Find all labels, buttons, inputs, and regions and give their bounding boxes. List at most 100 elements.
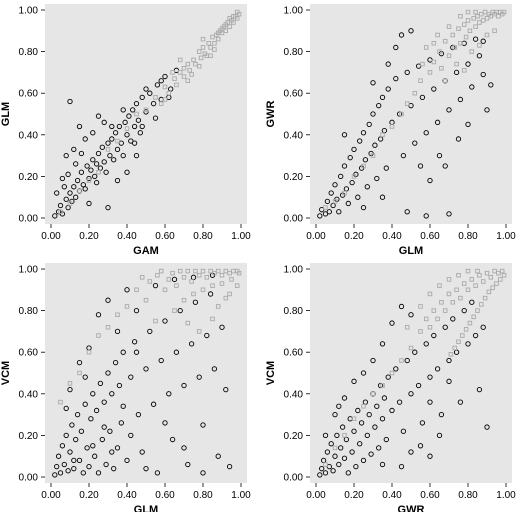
point-square <box>431 41 437 46</box>
series-gray-squares <box>323 9 507 210</box>
point-circle <box>219 324 225 330</box>
point-circle <box>334 432 340 439</box>
y-tick-label: 0.80 <box>284 306 304 317</box>
point-circle <box>76 457 83 464</box>
point-circle <box>385 374 391 380</box>
point-square <box>181 74 187 79</box>
x-tick-label: 0.20 <box>79 231 99 242</box>
point-square <box>465 287 471 293</box>
point-circle <box>107 152 113 159</box>
point-circle <box>408 28 414 34</box>
point-square <box>475 308 480 313</box>
point-square <box>105 147 111 152</box>
point-square <box>484 32 490 38</box>
point-square <box>170 70 175 75</box>
point-circle <box>328 441 334 447</box>
point-square <box>431 59 437 65</box>
point-square <box>155 272 160 278</box>
point-circle <box>398 303 405 310</box>
point-square <box>223 22 229 27</box>
point-circle <box>158 357 164 364</box>
point-square <box>501 272 507 278</box>
point-circle <box>427 177 433 184</box>
point-circle <box>63 432 69 439</box>
point-circle <box>120 403 126 409</box>
point-square <box>96 333 101 338</box>
y-axis-label: VCM <box>265 361 277 385</box>
point-square <box>492 28 497 34</box>
point-circle <box>427 453 433 459</box>
point-circle <box>379 341 386 347</box>
point-circle <box>417 443 424 449</box>
point-circle <box>116 382 123 389</box>
point-circle <box>438 411 445 418</box>
point-square <box>456 272 461 278</box>
point-square <box>351 174 357 179</box>
point-square <box>139 275 145 280</box>
point-square <box>484 270 490 276</box>
point-circle <box>177 307 183 314</box>
point-square <box>454 61 459 67</box>
point-circle <box>109 136 115 142</box>
point-circle <box>122 119 128 125</box>
point-circle <box>336 403 342 409</box>
point-square <box>427 324 433 330</box>
point-square <box>67 201 73 206</box>
point-square <box>423 316 429 322</box>
point-square <box>77 370 82 376</box>
point-square <box>465 9 471 15</box>
point-circle <box>431 86 437 92</box>
x-tick-label: 0.00 <box>41 231 61 242</box>
point-square <box>181 65 187 71</box>
series-gray-squares <box>58 268 242 405</box>
point-circle <box>427 374 433 380</box>
y-tick-label: 0.40 <box>19 389 39 400</box>
point-square <box>380 132 385 138</box>
point-square <box>361 163 366 169</box>
point-circle <box>376 103 382 109</box>
point-square <box>234 9 240 15</box>
point-square <box>458 41 463 46</box>
point-square <box>454 287 459 293</box>
point-square <box>124 126 130 131</box>
point-circle <box>80 470 86 476</box>
point-square <box>191 291 196 297</box>
y-axis-label: VCM <box>0 361 12 385</box>
x-tick-label: 1.00 <box>496 490 516 501</box>
point-circle <box>71 466 77 472</box>
point-circle <box>166 391 172 397</box>
point-square <box>134 111 139 117</box>
point-square <box>458 295 463 301</box>
point-square <box>452 45 457 50</box>
x-tick-label: 1.00 <box>231 490 251 501</box>
point-circle <box>338 445 344 451</box>
point-circle <box>116 123 123 130</box>
point-square <box>219 26 225 31</box>
point-circle <box>84 445 90 451</box>
y-tick-label: 0.00 <box>19 473 39 484</box>
point-circle <box>86 200 92 207</box>
point-square <box>229 277 234 282</box>
point-square <box>380 383 385 388</box>
point-square <box>467 320 473 326</box>
point-circle <box>372 424 378 430</box>
point-circle <box>67 386 73 393</box>
point-circle <box>341 163 348 169</box>
point-circle <box>400 152 407 159</box>
point-circle <box>124 287 130 293</box>
point-circle <box>120 107 126 113</box>
panel-gwr-vs-vcm: 0.00 0.20 0.40 0.60 0.80 1.00 0.00 0.20 0.40 0.60… <box>265 263 516 512</box>
x-tick-label: 0.40 <box>117 490 137 501</box>
point-circle <box>480 71 486 78</box>
point-circle <box>82 186 88 192</box>
point-circle <box>105 297 111 303</box>
point-circle <box>143 86 149 92</box>
point-circle <box>133 100 140 107</box>
point-square <box>200 268 206 274</box>
y-tick-label: 0.80 <box>19 306 39 317</box>
point-square <box>435 32 440 38</box>
point-circle <box>207 291 214 297</box>
point-square <box>210 316 215 322</box>
point-square <box>435 316 440 322</box>
point-circle <box>349 449 355 455</box>
